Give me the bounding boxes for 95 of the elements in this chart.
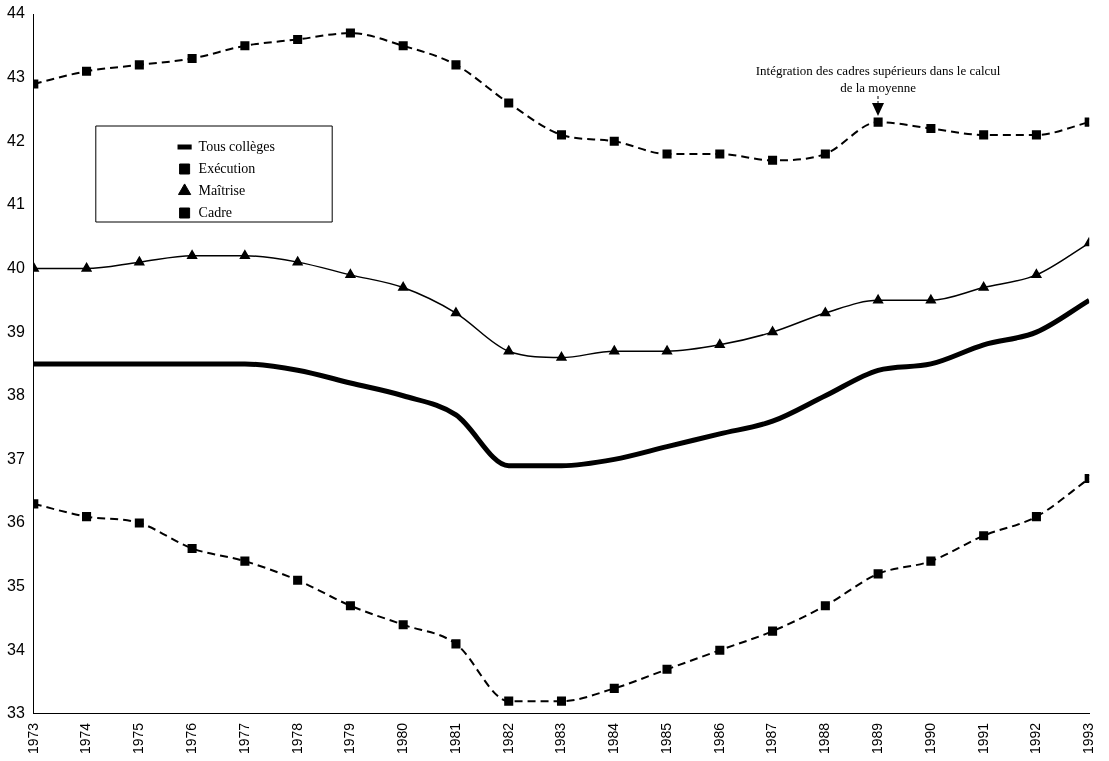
point [768, 626, 778, 636]
y-tick-label: 38 [7, 386, 25, 404]
point [979, 531, 989, 541]
x-tick-label: 1978 [288, 722, 305, 755]
x-tick-label: 1988 [816, 722, 833, 755]
y-tick-label: 43 [7, 68, 25, 86]
point [82, 512, 92, 522]
point [662, 664, 672, 674]
y-tick-label: 37 [7, 449, 25, 467]
x-tick-label: 1992 [1027, 722, 1044, 755]
y-tick-label: 36 [7, 513, 25, 531]
y-tick-label: 34 [7, 640, 25, 658]
point [556, 130, 567, 140]
x-tick-label: 1983 [552, 722, 569, 755]
point [556, 351, 567, 361]
point [240, 41, 250, 51]
point [926, 556, 936, 566]
point [398, 620, 408, 630]
x-tick-label: 1990 [921, 722, 938, 755]
legend-label: Tous collèges [198, 138, 275, 154]
point [240, 556, 250, 566]
legend-label: Maîtrise [198, 182, 246, 198]
y-tick-label: 39 [7, 322, 25, 340]
point [81, 262, 92, 272]
x-tick-label: 1977 [235, 722, 252, 755]
y-tick-label: 35 [7, 577, 25, 595]
point [820, 149, 830, 159]
point [134, 60, 144, 70]
point [134, 518, 144, 528]
point [1031, 512, 1041, 522]
y-tick-label: 42 [7, 131, 25, 149]
point [345, 601, 355, 611]
x-tick-label: 1981 [446, 722, 463, 755]
point [925, 294, 936, 304]
point [609, 345, 620, 355]
x-tick-label: 1984 [605, 722, 622, 755]
point [556, 696, 567, 706]
x-tick-label: 1982 [499, 722, 516, 755]
x-tick-label: 1974 [77, 722, 94, 755]
legend-label: Cadre [198, 204, 233, 220]
point [820, 601, 830, 611]
point [292, 256, 303, 266]
point [504, 98, 514, 108]
x-tick-label: 1976 [182, 722, 199, 755]
point [926, 123, 936, 134]
point [820, 307, 831, 317]
point [239, 250, 250, 260]
annotation: Intégration des cadres supérieurs dans le calcul de la moyenne [754, 62, 1002, 97]
point [450, 307, 462, 317]
y-tick-label: 41 [7, 195, 25, 213]
x-tick-label: 1980 [394, 722, 411, 755]
point [345, 28, 355, 38]
point [345, 269, 356, 279]
point [451, 639, 461, 649]
point [134, 256, 145, 266]
x-tick-label: 1979 [341, 722, 358, 755]
point [187, 250, 198, 260]
legend-label: Exécution [198, 160, 256, 176]
point [873, 117, 883, 127]
x-tick-label: 1991 [974, 722, 991, 755]
point [609, 683, 619, 693]
point [293, 575, 303, 585]
x-tick-label: 1987 [763, 722, 780, 755]
point [768, 155, 778, 165]
point [1031, 130, 1041, 140]
y-tick-label: 33 [7, 704, 25, 722]
x-tick-label: 1973 [24, 722, 41, 755]
point [451, 60, 461, 70]
y-tick-label: 44 [7, 4, 25, 22]
point [662, 149, 672, 159]
point [503, 345, 514, 355]
x-tick-label: 1985 [657, 722, 674, 755]
point [661, 345, 673, 355]
point [504, 696, 514, 706]
point [1031, 269, 1042, 279]
point [767, 326, 778, 336]
x-tick-label: 1993 [1080, 722, 1097, 755]
point [714, 339, 725, 349]
point [398, 281, 409, 291]
point [398, 41, 408, 51]
point [978, 281, 989, 291]
x-tick-label: 1986 [710, 722, 727, 755]
point [82, 66, 92, 76]
x-tick-label: 1989 [868, 722, 885, 755]
point [293, 34, 303, 44]
point [979, 130, 989, 140]
y-tick-label: 40 [7, 258, 25, 276]
point [873, 294, 884, 304]
point [715, 645, 725, 655]
point [873, 569, 883, 579]
point [609, 136, 619, 146]
point [715, 149, 725, 159]
point [187, 543, 197, 553]
point [187, 54, 197, 64]
x-tick-label: 1975 [130, 722, 147, 755]
